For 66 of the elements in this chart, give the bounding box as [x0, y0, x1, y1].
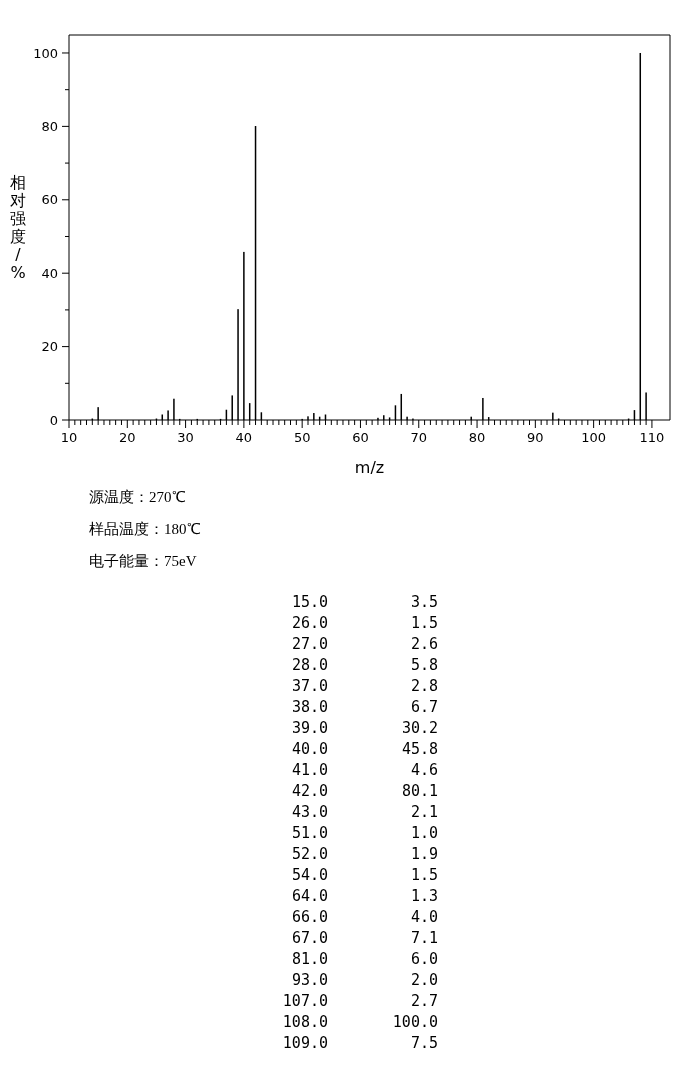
text: 2.1	[410, 803, 438, 821]
y-tick-label: 40	[41, 265, 58, 281]
text: 45.8	[401, 740, 438, 758]
x-tick-label: 20	[119, 430, 136, 445]
text: 54.0	[291, 866, 328, 884]
x-tick-label: 100	[581, 430, 607, 445]
y-tick-label: 100	[33, 45, 58, 61]
text: 38.0	[291, 698, 328, 716]
text: 51.0	[291, 824, 328, 842]
text: 1.5	[410, 866, 438, 884]
text: 1.3	[410, 887, 438, 905]
text: 27.0	[291, 635, 328, 653]
text: 6.7	[410, 698, 438, 716]
text: 81.0	[291, 950, 328, 968]
text: 1.9	[410, 845, 438, 863]
text: 5.8	[410, 656, 438, 674]
x-tick-label: 50	[293, 430, 311, 445]
y-tick-label: 20	[41, 339, 58, 355]
text: 源温度：270℃	[89, 489, 186, 505]
text: 80.1	[401, 782, 438, 800]
text: 2.6	[410, 635, 438, 653]
text: 52.0	[291, 845, 328, 863]
text: 43.0	[291, 803, 328, 821]
y-axis-title: 相对强度/%	[10, 172, 26, 282]
text: 2.7	[410, 992, 438, 1010]
x-tick-label: 30	[177, 430, 194, 445]
text: 40.0	[291, 740, 328, 758]
x-tick-label: 90	[527, 430, 544, 445]
text: 15.0	[291, 593, 328, 611]
text: 108.0	[282, 1013, 328, 1031]
x-tick-label: 70	[410, 430, 428, 445]
text: 26.0	[291, 614, 328, 632]
x-tick-label: 60	[352, 430, 369, 445]
text: 41.0	[291, 761, 328, 779]
y-tick-label: 80	[41, 118, 58, 134]
x-tick-label: 110	[639, 430, 665, 445]
x-tick-label: 40	[235, 430, 253, 445]
text: 样品温度：180℃	[89, 521, 201, 537]
text: 7.1	[410, 929, 438, 947]
text: 42.0	[291, 782, 328, 800]
text: 39.0	[291, 719, 328, 737]
text: 64.0	[291, 887, 328, 905]
text: 1.0	[410, 824, 438, 842]
text: 7.5	[410, 1034, 438, 1052]
text: 3.5	[410, 593, 438, 611]
text: 4.6	[410, 761, 438, 779]
text: 4.0	[410, 908, 438, 926]
text: 2.0	[410, 971, 438, 989]
text: 37.0	[291, 677, 328, 695]
text: 109.0	[282, 1034, 328, 1052]
x-tick-label: 80	[468, 430, 486, 445]
text: 66.0	[291, 908, 328, 926]
y-tick-label: 0	[49, 412, 58, 428]
x-axis-title: m/z	[354, 458, 385, 477]
text: 93.0	[291, 971, 328, 989]
text: 电子能量：75eV	[89, 553, 197, 569]
text: 2.8	[410, 677, 438, 695]
text: 28.0	[291, 656, 328, 674]
text: 107.0	[282, 992, 328, 1010]
text: 6.0	[410, 950, 438, 968]
x-tick-label: 10	[60, 430, 78, 445]
text: 67.0	[291, 929, 328, 947]
y-tick-label: 60	[41, 192, 58, 208]
text: 30.2	[401, 719, 438, 737]
text: 1.5	[410, 614, 438, 632]
text: 100.0	[392, 1013, 438, 1031]
